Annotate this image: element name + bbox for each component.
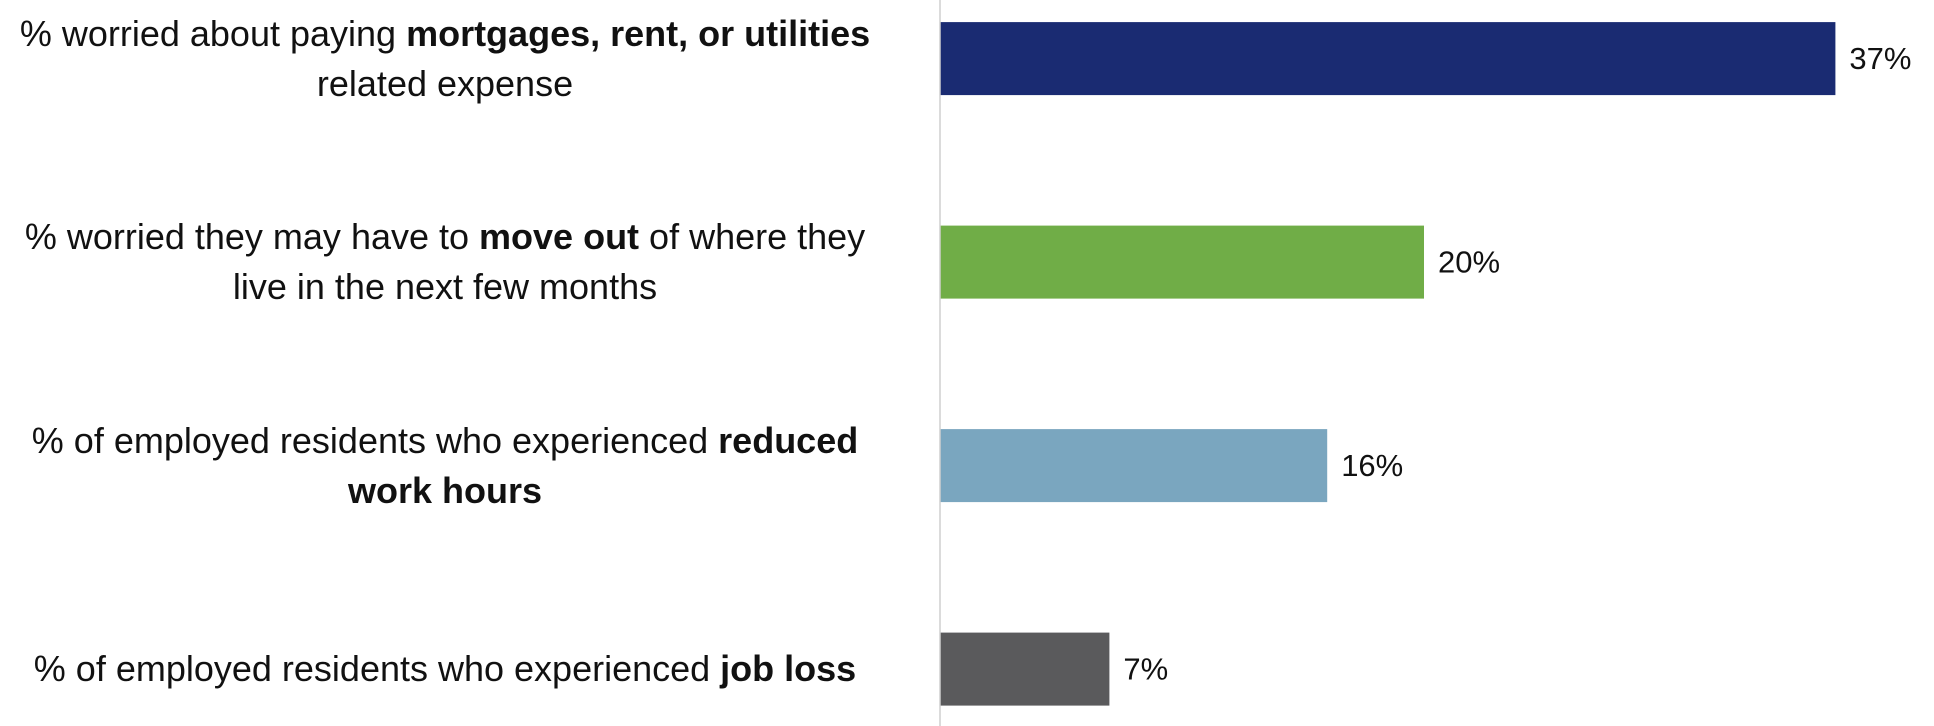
bar	[940, 225, 1424, 299]
bar	[940, 429, 1328, 503]
value-label: 7%	[1123, 651, 1168, 686]
value-label: 37%	[1849, 41, 1911, 76]
bar	[940, 22, 1836, 96]
value-label: 20%	[1438, 244, 1500, 279]
category-label: % worried about paying mortgages, rent, …	[19, 12, 871, 104]
category-label: % worried they may have to move out of w…	[24, 216, 866, 308]
category-label: % of employed residents who experienced …	[31, 419, 859, 511]
bar	[940, 632, 1110, 706]
category-label: % of employed residents who experienced …	[33, 648, 857, 690]
value-label: 16%	[1341, 448, 1403, 483]
